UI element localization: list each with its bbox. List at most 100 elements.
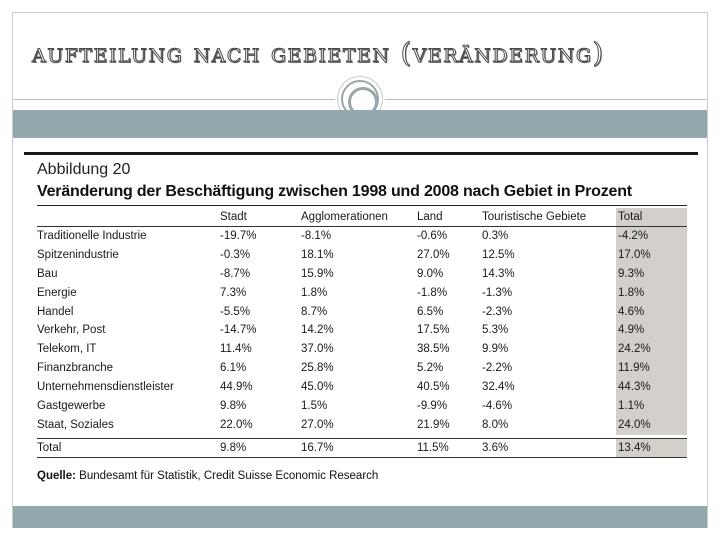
table-total-row: Total 9.8% 16.7% 11.5% 3.6% 13.4%: [37, 437, 687, 458]
value-cell: -2.3%: [482, 305, 513, 318]
total-cell: 4.6%: [616, 302, 687, 322]
total-cell: 24.0%: [616, 415, 687, 435]
value-cell: -0.6%: [417, 230, 448, 242]
row-label: Energie: [37, 286, 77, 299]
value-cell: 11.5%: [417, 441, 449, 454]
value-cell: 8.0%: [482, 418, 509, 431]
figure-heading: Veränderung der Beschäftigung zwischen 1…: [37, 183, 632, 200]
figure-label: Abbildung 20: [37, 161, 131, 178]
table-row: Handel -5.5% 8.7% 6.5% -2.3% 4.6%: [37, 302, 687, 322]
value-cell: 17.5%: [417, 324, 450, 337]
data-table: Stadt Agglomerationen Land Touristische …: [37, 208, 687, 458]
column-header-agglomerationen: Agglomerationen: [301, 211, 388, 223]
column-header-total: Total: [616, 208, 687, 226]
value-cell: 3.6%: [482, 441, 509, 454]
value-cell: 1.5%: [301, 400, 328, 413]
value-cell: 38.5%: [417, 343, 450, 356]
value-cell: 18.1%: [301, 248, 334, 261]
total-cell: 17.0%: [616, 245, 687, 265]
row-label: Spitzenindustrie: [37, 248, 119, 261]
value-cell: -9.9%: [417, 400, 448, 413]
table-row: Bau -8.7% 15.9% 9.0% 14.3% 9.3%: [37, 264, 687, 284]
column-header-land: Land: [417, 211, 443, 223]
value-cell: 1.8%: [301, 286, 328, 299]
title-divider-left: [13, 99, 335, 100]
row-label: Bau: [37, 267, 58, 280]
value-cell: 6.1%: [220, 362, 247, 375]
value-cell: -2.2%: [482, 362, 513, 375]
value-cell: -19.7%: [220, 230, 257, 242]
row-label: Gastgewerbe: [37, 400, 106, 413]
figure-heading-rule: [37, 205, 687, 206]
total-cell: 13.4%: [616, 438, 687, 457]
value-cell: 6.5%: [417, 305, 444, 318]
top-color-band: [13, 110, 707, 138]
value-cell: 21.9%: [417, 418, 450, 431]
table-row: Gastgewerbe 9.8% 1.5% -9.9% -4.6% 1.1%: [37, 397, 687, 416]
table-row: Finanzbranche 6.1% 25.8% 5.2% -2.2% 11.9%: [37, 359, 687, 379]
figure-source: Quelle: Bundesamt für Statistik, Credit …: [37, 470, 378, 482]
row-label: Traditionelle Industrie: [37, 230, 147, 242]
total-cell: 1.1%: [616, 397, 687, 416]
figure-image: Abbildung 20 Veränderung der Beschäftigu…: [24, 152, 698, 500]
value-cell: 32.4%: [482, 381, 515, 394]
total-cell: 44.3%: [616, 378, 687, 398]
row-label: Handel: [37, 305, 74, 318]
column-header-touristische-gebiete: Touristische Gebiete: [482, 211, 587, 223]
total-cell: 9.3%: [616, 264, 687, 284]
value-cell: -5.5%: [220, 305, 251, 318]
value-cell: 37.0%: [301, 343, 334, 356]
value-cell: -4.6%: [482, 400, 513, 413]
total-cell: 1.8%: [616, 283, 687, 303]
total-cell: 4.9%: [616, 321, 687, 341]
title-divider-right: [385, 99, 707, 100]
source-text: Bundesamt für Statistik, Credit Suisse E…: [75, 470, 379, 482]
table-row: Verkehr, Post -14.7% 14.2% 17.5% 5.3% 4.9%: [37, 321, 687, 341]
value-cell: 5.2%: [417, 362, 444, 375]
value-cell: 11.4%: [220, 343, 252, 356]
value-cell: 16.7%: [301, 441, 334, 454]
row-label: Staat, Soziales: [37, 418, 114, 431]
value-cell: 12.5%: [482, 248, 515, 261]
value-cell: 14.2%: [301, 324, 334, 337]
row-label: Unternehmensdienstleister: [37, 381, 174, 394]
value-cell: 27.0%: [417, 248, 450, 261]
table-row: Spitzenindustrie -0.3% 18.1% 27.0% 12.5% 17.0…: [37, 245, 687, 265]
value-cell: 25.8%: [301, 362, 334, 375]
value-cell: -14.7%: [220, 324, 257, 337]
value-cell: 9.9%: [482, 343, 509, 356]
table-row: Telekom, IT 11.4% 37.0% 38.5% 9.9% 24.2%: [37, 340, 687, 360]
total-cell: 11.9%: [616, 359, 687, 379]
value-cell: -1.3%: [482, 286, 513, 299]
value-cell: 40.5%: [417, 381, 450, 394]
row-label: Telekom, IT: [37, 343, 97, 356]
table-row: Traditionelle Industrie -19.7% -8.1% -0.6% 0…: [37, 227, 687, 246]
value-cell: 45.0%: [301, 381, 334, 394]
value-cell: 14.3%: [482, 267, 515, 280]
row-label: Total: [37, 441, 62, 454]
bottom-color-band: [13, 506, 707, 528]
value-cell: 9.0%: [417, 267, 444, 280]
figure-top-rule: [24, 152, 698, 155]
value-cell: 7.3%: [220, 286, 247, 299]
value-cell: 44.9%: [220, 381, 253, 394]
value-cell: -0.3%: [220, 248, 251, 261]
total-cell: 24.2%: [616, 340, 687, 360]
slide-title: Aufteilung nach Gebieten (Veränderung): [32, 38, 605, 70]
value-cell: 15.9%: [301, 267, 334, 280]
table-header-row: Stadt Agglomerationen Land Touristische …: [37, 208, 687, 227]
total-cell: -4.2%: [616, 227, 687, 246]
value-cell: 22.0%: [220, 418, 253, 431]
value-cell: -8.7%: [220, 267, 251, 280]
column-header-stadt: Stadt: [220, 211, 247, 223]
table-row: Unternehmensdienstleister 44.9% 45.0% 40.5%…: [37, 378, 687, 398]
value-cell: -8.1%: [301, 230, 332, 242]
row-label: Verkehr, Post: [37, 324, 106, 337]
value-cell: 9.8%: [220, 400, 247, 413]
row-label: Finanzbranche: [37, 362, 114, 375]
source-label: Quelle:: [37, 470, 76, 482]
value-cell: 8.7%: [301, 305, 328, 318]
value-cell: 5.3%: [482, 324, 509, 337]
table-row: Staat, Soziales 22.0% 27.0% 21.9% 8.0% 24.0%: [37, 415, 687, 435]
value-cell: 0.3%: [482, 230, 509, 242]
